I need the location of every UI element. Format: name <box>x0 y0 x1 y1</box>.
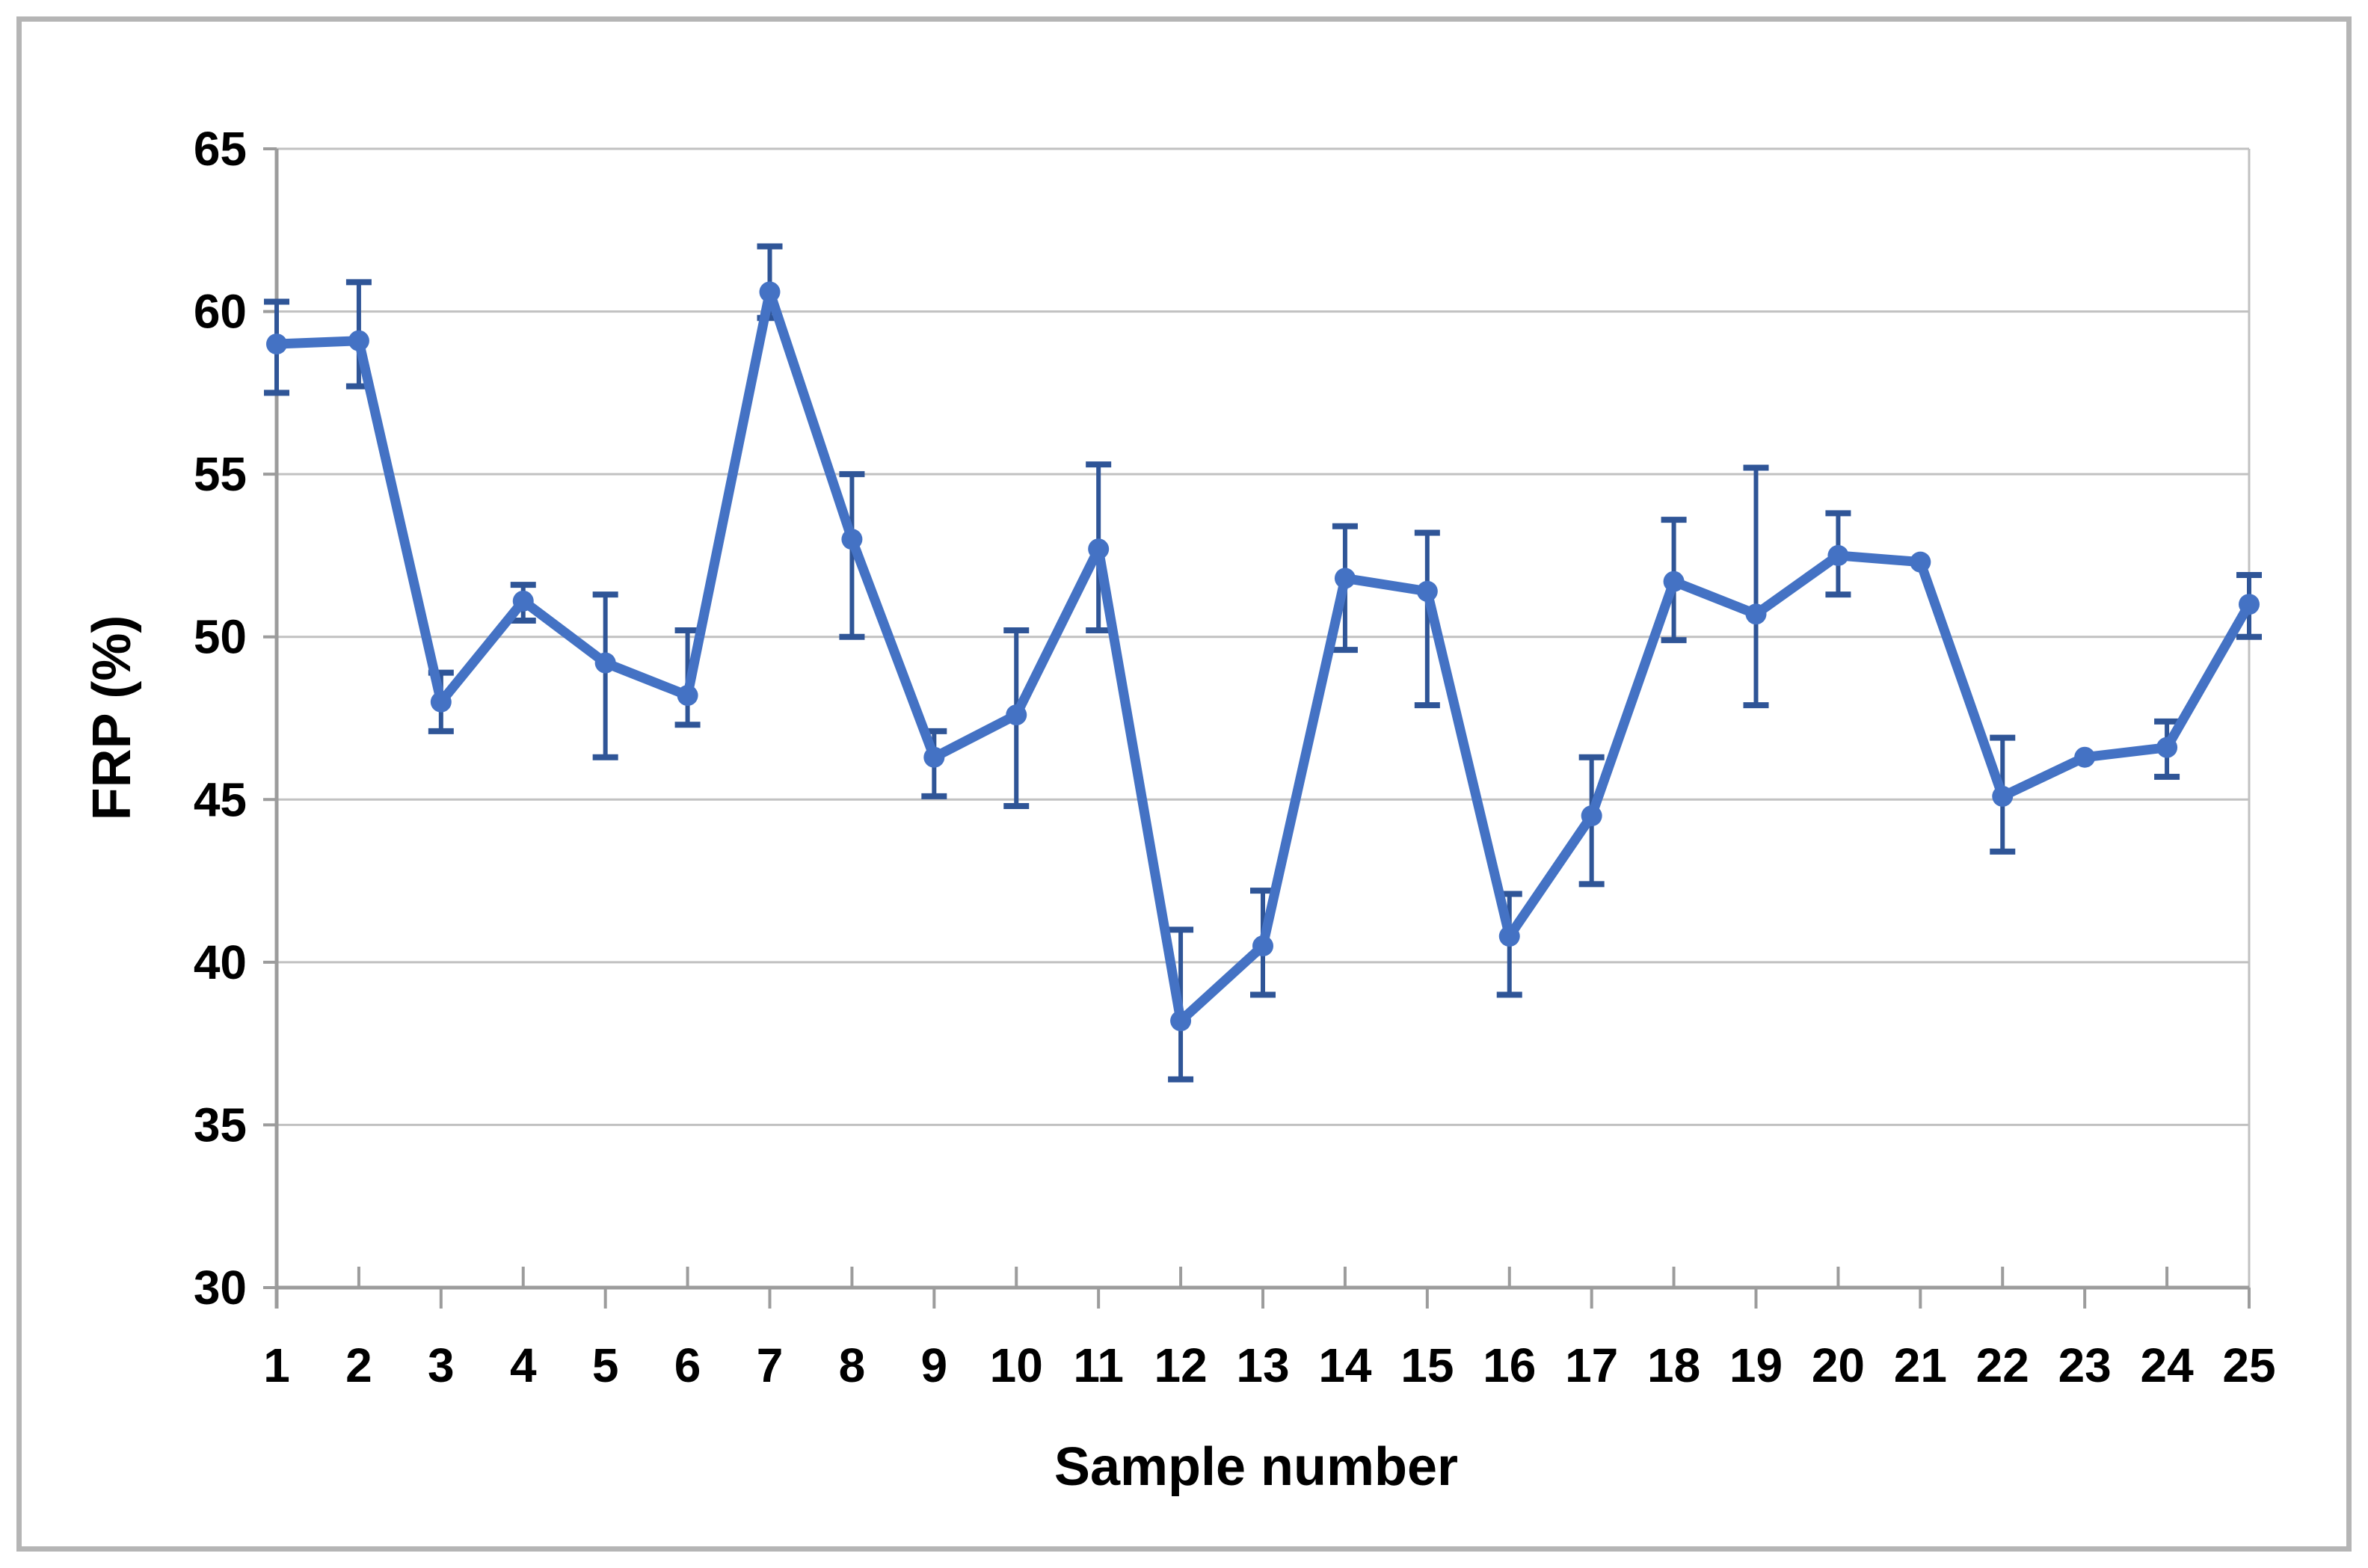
x-tick-label: 18 <box>1647 1338 1700 1392</box>
data-point <box>1581 805 1602 827</box>
data-point <box>266 333 287 355</box>
x-tick-label: 4 <box>510 1338 537 1392</box>
data-point <box>1827 544 1849 566</box>
x-tick-label: 8 <box>839 1338 866 1392</box>
x-tick-label: 14 <box>1318 1338 1372 1392</box>
data-point <box>1663 571 1685 592</box>
data-point <box>1745 603 1767 625</box>
data-point <box>677 685 698 707</box>
data-point <box>1498 926 1520 947</box>
y-tick-label: 40 <box>194 935 247 989</box>
x-tick-label: 12 <box>1154 1338 1207 1392</box>
x-tick-label: 22 <box>1976 1338 2029 1392</box>
data-point <box>1910 551 1931 573</box>
data-point <box>348 330 369 351</box>
data-point <box>1992 785 2014 807</box>
x-tick-label: 13 <box>1236 1338 1289 1392</box>
y-tick-label: 35 <box>194 1098 247 1152</box>
x-tick-label: 24 <box>2140 1338 2194 1392</box>
x-tick-label: 5 <box>592 1338 619 1392</box>
data-point <box>1170 1010 1192 1032</box>
x-tick-label: 20 <box>1812 1338 1865 1392</box>
x-axis-title: Sample number <box>1054 1437 1459 1497</box>
data-point <box>923 746 945 768</box>
data-point <box>1006 704 1027 726</box>
x-tick-label: 3 <box>428 1338 455 1392</box>
data-point <box>1252 935 1273 957</box>
data-point <box>1334 568 1356 589</box>
y-tick-label: 50 <box>194 610 247 664</box>
x-tick-label: 2 <box>345 1338 372 1392</box>
x-tick-label: 15 <box>1400 1338 1454 1392</box>
x-tick-label: 16 <box>1483 1338 1536 1392</box>
x-tick-label: 17 <box>1565 1338 1618 1392</box>
chart-frame <box>16 16 2352 1552</box>
data-point <box>759 281 781 303</box>
x-tick-label: 21 <box>1894 1338 1947 1392</box>
y-tick-label: 45 <box>194 772 247 826</box>
x-tick-label: 1 <box>263 1338 290 1392</box>
data-point <box>1416 580 1438 602</box>
data-point <box>430 691 452 713</box>
data-point <box>2074 746 2096 768</box>
x-tick-label: 25 <box>2222 1338 2275 1392</box>
x-tick-label: 10 <box>990 1338 1043 1392</box>
y-axis-title: FRP (%) <box>82 615 142 821</box>
data-point <box>512 590 534 612</box>
data-point <box>1088 538 1110 560</box>
x-tick-label: 19 <box>1729 1338 1783 1392</box>
x-tick-label: 6 <box>674 1338 701 1392</box>
data-point <box>2239 594 2260 615</box>
x-tick-label: 7 <box>757 1338 784 1392</box>
data-point <box>2156 737 2178 758</box>
x-tick-label: 9 <box>921 1338 948 1392</box>
y-tick-label: 55 <box>194 447 247 501</box>
y-tick-label: 60 <box>194 285 247 339</box>
y-tick-label: 30 <box>194 1261 247 1315</box>
data-point <box>594 652 616 674</box>
data-point <box>841 529 863 550</box>
x-tick-label: 23 <box>2058 1338 2112 1392</box>
x-tick-label: 11 <box>1073 1338 1124 1392</box>
y-tick-label: 65 <box>194 122 247 176</box>
